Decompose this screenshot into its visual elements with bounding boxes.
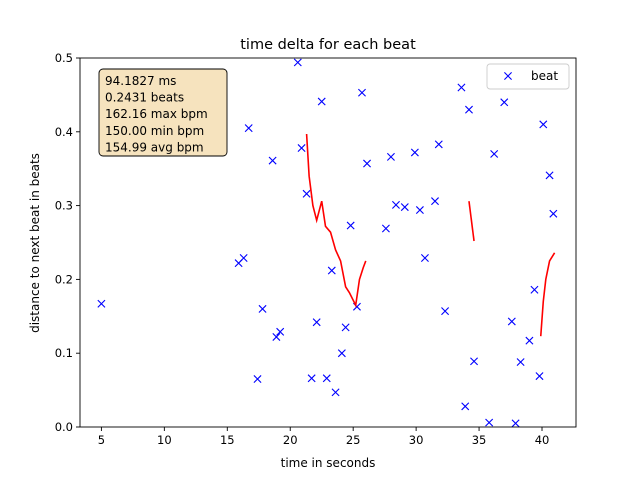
- x-tick-label: 40: [535, 433, 550, 447]
- data-point: [327, 266, 336, 275]
- legend: beat: [486, 63, 570, 90]
- data-point: [465, 105, 473, 114]
- data-point: [441, 307, 450, 316]
- data-point: [457, 83, 466, 92]
- data-point: [317, 97, 326, 106]
- data-point: [97, 299, 106, 308]
- data-point: [535, 372, 544, 381]
- data-point: [337, 349, 346, 358]
- y-tick-label: 0.4: [55, 125, 73, 139]
- data-point: [391, 200, 400, 209]
- stats-line: 0.2431 beats: [105, 91, 184, 105]
- data-point: [400, 203, 409, 212]
- data-point: [386, 152, 395, 161]
- data-point: [302, 189, 311, 198]
- x-tick-label: 30: [409, 433, 424, 447]
- data-point: [530, 285, 539, 294]
- data-point: [307, 374, 316, 383]
- data-point: [363, 159, 372, 168]
- data-point: [415, 206, 424, 215]
- stats-box: 94.1827 ms 0.2431 beats 162.16 max bpm 150.…: [98, 68, 228, 157]
- y-tick-label: 0.2: [55, 272, 73, 286]
- data-point: [470, 357, 479, 366]
- stats-box-background: [98, 68, 228, 157]
- data-point: [490, 149, 499, 158]
- x-tick-label: 35: [472, 433, 487, 447]
- data-point: [539, 120, 548, 129]
- data-point: [322, 374, 331, 383]
- data-point: [297, 144, 306, 153]
- data-point: [511, 419, 520, 427]
- x-tick-label: 20: [283, 433, 298, 447]
- data-point: [545, 171, 554, 180]
- stats-line: 162.16 max bpm: [105, 107, 208, 121]
- data-point: [525, 336, 534, 345]
- data-point: [244, 124, 253, 133]
- data-point: [258, 304, 267, 313]
- data-point: [516, 358, 525, 367]
- data-point: [358, 88, 366, 97]
- x-tick-label: 25: [346, 433, 361, 447]
- x-tick-label: 5: [98, 433, 105, 447]
- data-point: [461, 402, 470, 411]
- legend-label: beat: [531, 69, 558, 83]
- x-axis-label: time in seconds: [281, 456, 376, 470]
- data-point: [381, 224, 390, 233]
- legend-marker: [504, 72, 512, 80]
- data-point: [268, 156, 277, 165]
- trend-line-segment: [539, 252, 556, 337]
- data-point: [485, 418, 494, 427]
- data-point: [431, 197, 439, 206]
- data-point: [341, 323, 350, 332]
- y-tick-label: 0.0: [55, 420, 73, 434]
- data-point: [293, 58, 302, 67]
- data-point: [507, 317, 516, 326]
- stats-line: 150.00 min bpm: [105, 124, 204, 138]
- y-tick-label: 0.3: [55, 199, 73, 213]
- trend-line-segment: [468, 201, 475, 242]
- axes-frame: [79, 57, 577, 428]
- stats-line: 154.99 avg bpm: [105, 140, 204, 154]
- data-point: [331, 388, 340, 397]
- y-axis-label: distance to next beat in beats: [28, 153, 42, 333]
- y-tick-label: 0.5: [55, 51, 73, 65]
- data-point: [272, 332, 281, 341]
- legend-frame: [486, 63, 570, 90]
- data-point: [549, 209, 558, 218]
- data-point: [410, 148, 419, 157]
- data-point: [500, 98, 509, 107]
- chart-title: time delta for each beat: [240, 37, 416, 53]
- y-tick-label: 0.1: [55, 346, 73, 360]
- x-tick-label: 15: [220, 433, 235, 447]
- data-point: [312, 318, 321, 327]
- data-point: [434, 140, 443, 149]
- data-point: [346, 221, 355, 230]
- data-point: [253, 375, 262, 384]
- data-point: [276, 327, 285, 336]
- stats-line: 94.1827 ms: [105, 74, 176, 88]
- trend-line-segment: [305, 133, 367, 308]
- x-tick-label: 10: [157, 433, 172, 447]
- data-point: [420, 254, 429, 262]
- data-point: [239, 254, 248, 262]
